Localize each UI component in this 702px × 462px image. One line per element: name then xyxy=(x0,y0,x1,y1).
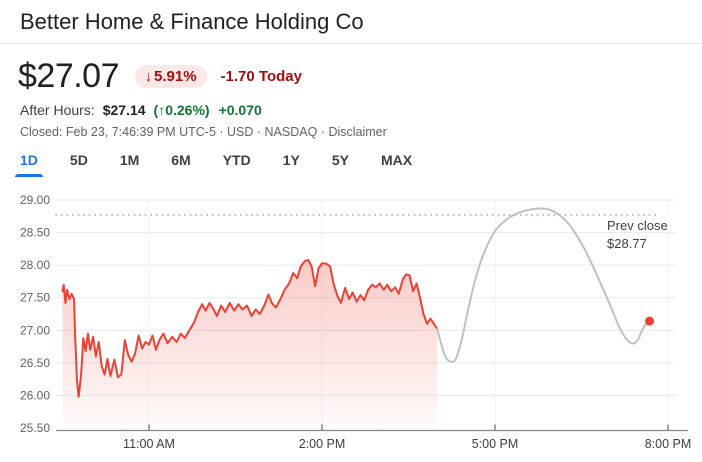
disclaimer-link[interactable]: Disclaimer xyxy=(328,125,387,139)
x-axis-tick-label: 8:00 PM xyxy=(645,437,692,451)
change-today: -1.70 Today xyxy=(220,67,302,85)
current-price: $27.07 xyxy=(18,56,120,95)
y-axis-tick-label: 26.00 xyxy=(20,388,50,402)
tab-max[interactable]: MAX xyxy=(381,150,412,177)
after-hours-price: $27.14 xyxy=(102,102,146,118)
tab-label: 6M xyxy=(171,152,191,168)
y-axis-tick-label: 26.50 xyxy=(20,356,50,370)
tab-label: 5D xyxy=(69,152,88,168)
after-hours-delta: +0.070 xyxy=(218,102,262,118)
tab-1d[interactable]: 1D xyxy=(15,150,43,177)
after-hours-percent: (↑ 0.26%) xyxy=(154,102,210,118)
change-percent-value: 5.91% xyxy=(154,67,197,85)
x-axis-tick-label: 5:00 PM xyxy=(472,437,519,451)
prev-close-label-line1: Prev close xyxy=(607,218,668,233)
tab-1m[interactable]: 1M xyxy=(120,150,139,177)
tab-label: 1Y xyxy=(282,152,300,168)
tab-5d[interactable]: 5D xyxy=(70,150,88,177)
x-axis-tick-label: 11:00 AM xyxy=(123,437,175,451)
prev-close-label-line2: $28.77 xyxy=(607,236,647,251)
change-percent-badge: ↓ 5.91% xyxy=(135,64,207,88)
after-hours-row: After Hours: $27.14 (↑ 0.26%) +0.070 xyxy=(20,102,262,118)
market-status-line: Closed: Feb 23, 7:46:39 PM UTC-5 · USD ·… xyxy=(20,125,387,139)
tab-label: 1D xyxy=(20,152,38,168)
tab-ytd[interactable]: YTD xyxy=(223,150,251,177)
series-fill-0 xyxy=(62,259,438,431)
y-axis-tick-label: 28.50 xyxy=(20,226,50,240)
y-axis-tick-label: 29.00 xyxy=(20,193,50,207)
tab-5y[interactable]: 5Y xyxy=(332,150,349,177)
header-divider xyxy=(0,43,702,44)
price-row: $27.07 ↓ 5.91% -1.70 Today xyxy=(18,55,302,97)
tab-label: 1M xyxy=(119,152,140,168)
price-line-after-hours xyxy=(436,207,651,363)
down-arrow-icon: ↓ xyxy=(145,68,152,84)
after-hours-label: After Hours: xyxy=(20,102,95,118)
y-axis-tick-label: 27.50 xyxy=(20,291,50,305)
up-arrow-icon: ↑ xyxy=(158,102,166,118)
tab-6m[interactable]: 6M xyxy=(171,150,190,177)
y-axis-tick-label: 25.50 xyxy=(20,421,50,435)
price-line-regular xyxy=(61,258,439,398)
tab-1y[interactable]: 1Y xyxy=(283,150,300,177)
y-axis-tick-label: 28.00 xyxy=(20,258,50,272)
tab-label: MAX xyxy=(380,152,413,168)
y-axis-tick-label: 27.00 xyxy=(20,323,50,337)
after-hours-percent-value: 0.26%) xyxy=(165,102,210,118)
tab-label: YTD xyxy=(222,152,251,168)
page-title: Better Home & Finance Holding Co xyxy=(20,9,364,34)
active-tab-indicator xyxy=(15,174,43,177)
paren-open: ( xyxy=(153,102,159,118)
tab-bar: 1D 5D 1M 6M YTD 1Y 5Y MAX xyxy=(15,150,412,177)
x-axis-tick-label: 2:00 PM xyxy=(299,437,346,451)
tab-label: 5Y xyxy=(331,152,349,168)
market-status-text: Closed: Feb 23, 7:46:39 PM UTC-5 · USD ·… xyxy=(20,125,325,139)
last-price-dot xyxy=(645,316,655,326)
